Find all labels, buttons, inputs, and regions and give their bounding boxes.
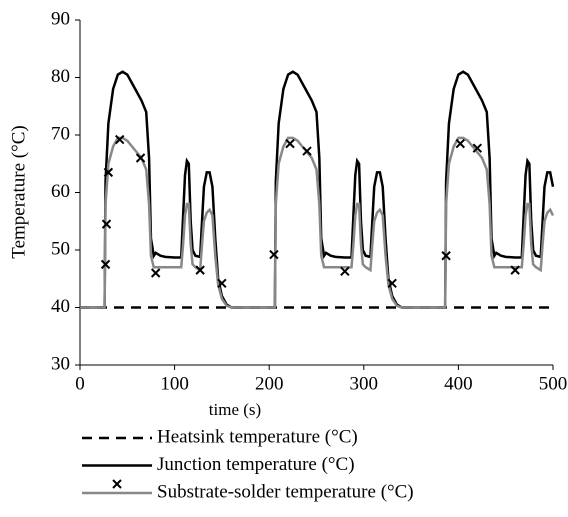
- marker: [340, 266, 350, 276]
- y-tick-label: 40: [51, 296, 70, 317]
- y-tick-label: 60: [51, 181, 70, 202]
- marker: [455, 138, 465, 149]
- series-line: [80, 136, 555, 309]
- x-tick-label: 0: [75, 373, 85, 394]
- marker: [285, 138, 295, 149]
- marker: [269, 249, 279, 260]
- marker: [302, 146, 312, 156]
- legend-label: Substrate-solder temperature (°C): [157, 481, 414, 502]
- marker: [115, 134, 125, 145]
- x-axis-title: time (s): [209, 400, 261, 419]
- y-axis-title: Temperature (°C): [8, 125, 29, 258]
- marker: [510, 265, 520, 275]
- marker: [112, 479, 122, 489]
- marker: [387, 278, 397, 289]
- series-line: [80, 70, 555, 309]
- marker: [100, 259, 111, 270]
- y-tick-label: 90: [51, 8, 70, 29]
- x-tick-label: 200: [255, 373, 284, 394]
- x-tick-label: 100: [160, 373, 189, 394]
- y-tick-label: 50: [51, 238, 70, 259]
- marker: [150, 268, 161, 278]
- marker: [103, 167, 114, 178]
- y-tick-label: 70: [51, 123, 70, 144]
- marker: [195, 265, 205, 275]
- x-tick-label: 400: [444, 373, 473, 394]
- marker: [101, 219, 112, 229]
- marker: [217, 278, 227, 289]
- legend-label: Heatsink temperature (°C): [157, 426, 358, 447]
- y-tick-label: 30: [51, 353, 70, 374]
- marker: [441, 251, 451, 261]
- marker: [135, 153, 146, 163]
- x-tick-label: 500: [539, 373, 568, 394]
- marker: [472, 143, 483, 153]
- legend-label: Junction temperature (°C): [157, 454, 355, 475]
- x-tick-label: 300: [350, 373, 379, 394]
- y-tick-label: 80: [51, 66, 70, 87]
